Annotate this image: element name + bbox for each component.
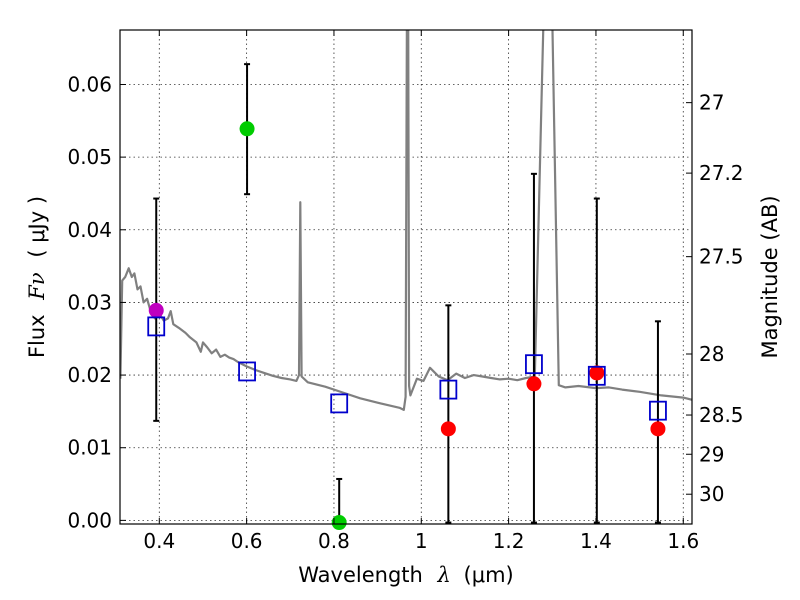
x-tick-label: 1.4	[580, 529, 612, 553]
x-tick-label: 1	[415, 529, 428, 553]
y-axis-label-text: Flux	[25, 314, 49, 358]
model-photometry-square	[330, 393, 349, 414]
observed-point	[440, 421, 456, 437]
right-tick-label: 28.5	[699, 403, 744, 427]
x-axis-label-text: Wavelength	[298, 563, 423, 587]
model-photometry-square	[147, 316, 166, 337]
model-photometry-square	[525, 354, 543, 375]
x-axis-label-symbol: λ	[437, 563, 451, 587]
right-tick-label: 29	[699, 442, 724, 466]
right-tick-label: 27.5	[699, 245, 744, 269]
x-tick-label: 0.8	[318, 529, 350, 553]
model-photometry-square	[587, 365, 606, 386]
data-markers	[147, 63, 667, 531]
right-axis-label: Magnitude (AB)	[758, 195, 782, 358]
y-axis-label-symbol: Fν	[25, 272, 49, 301]
x-tick-label: 1.2	[493, 529, 525, 553]
y-axis-label-unit: ( μJy )	[25, 196, 49, 258]
model-photometry-square	[649, 400, 667, 421]
y-tick-label: 0.03	[67, 290, 112, 314]
y-tick-label: 0.04	[67, 218, 112, 242]
plot-frame	[119, 29, 693, 525]
y-tick-label: 0.00	[67, 508, 112, 532]
axis-ticks: 0.4 0.6 0.8 1 1.2 1.4 1.6 0.00 0.01 0.02 0.03 0.04 0…	[67, 30, 744, 553]
grid	[120, 30, 692, 524]
x-tick-label: 0.6	[231, 529, 263, 553]
model-photometry-square	[439, 379, 458, 400]
y-tick-label: 0.05	[67, 145, 112, 169]
observed-point	[589, 365, 605, 381]
observed-point	[526, 376, 542, 392]
y-tick-label: 0.06	[67, 72, 112, 96]
observed-point	[239, 121, 255, 137]
right-tick-label: 30	[699, 482, 724, 506]
x-tick-label: 0.4	[143, 529, 175, 553]
observed-point	[148, 302, 164, 318]
x-axis-label-unit: (μm)	[464, 563, 514, 587]
right-tick-label: 27	[699, 91, 724, 115]
y-axis-label: Flux Fν ( μJy )	[25, 196, 49, 358]
x-tick-label: 1.6	[667, 529, 699, 553]
x-axis-label: Wavelength λ (μm)	[298, 563, 513, 587]
right-tick-label: 28	[699, 342, 724, 366]
model-photometry-square	[238, 361, 256, 382]
y-tick-label: 0.02	[67, 363, 112, 387]
observed-point	[331, 515, 347, 531]
observed-point	[650, 421, 666, 437]
y-tick-label: 0.01	[67, 436, 112, 460]
right-tick-label: 27.2	[699, 161, 744, 185]
